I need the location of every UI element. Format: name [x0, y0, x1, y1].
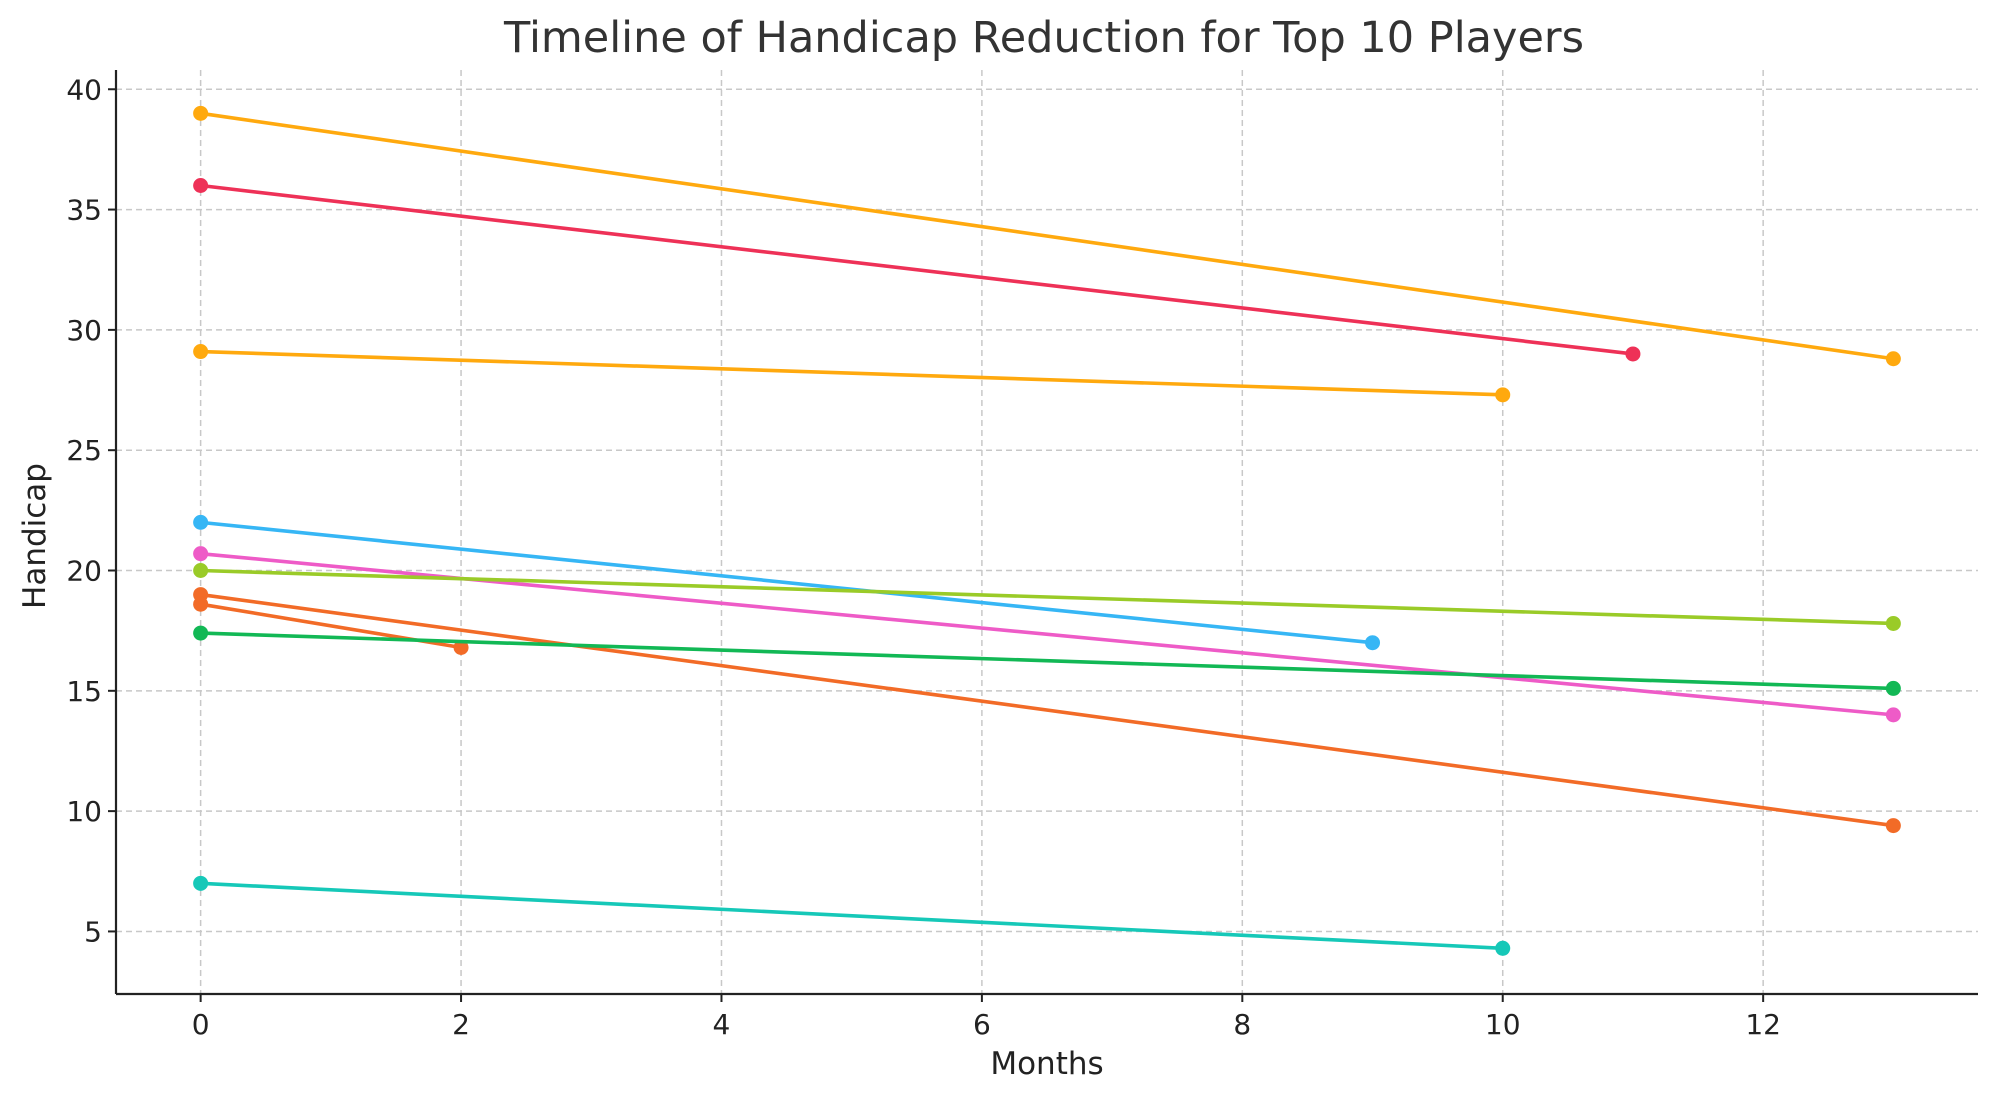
y-tick-label: 30 — [66, 314, 102, 347]
data-point — [1885, 615, 1901, 631]
data-point — [1885, 707, 1901, 723]
y-tick-label: 10 — [66, 795, 102, 828]
y-tick-label: 20 — [66, 555, 102, 588]
series-1 — [193, 105, 1901, 367]
x-axis-label: Months — [990, 1046, 1103, 1082]
y-axis-label: Handicap — [17, 463, 53, 609]
data-point — [193, 546, 209, 562]
series-9 — [193, 625, 1901, 696]
data-point — [1885, 680, 1901, 696]
data-point — [1495, 387, 1511, 403]
x-tick-label: 4 — [713, 1008, 731, 1041]
data-point — [193, 344, 209, 360]
y-tick-label: 35 — [66, 194, 102, 227]
data-point — [193, 105, 209, 121]
data-point — [193, 875, 209, 891]
x-tick-label: 8 — [1233, 1008, 1251, 1041]
series-line — [198, 111, 1896, 361]
series-10 — [193, 875, 1511, 956]
grid-layer — [116, 70, 1978, 994]
chart-title: Timeline of Handicap Reduction for Top 1… — [503, 13, 1584, 63]
data-point — [453, 640, 469, 655]
x-tick-label: 6 — [973, 1008, 991, 1041]
series-5 — [193, 546, 1901, 723]
x-tick-label: 0 — [192, 1008, 210, 1041]
data-point — [193, 178, 209, 193]
y-tick-label: 25 — [66, 434, 102, 467]
tick-label-layer: 0 2 4 6 8 10 12 5 10 15 20 25 30 35 40 — [66, 73, 1781, 1041]
series-line — [198, 631, 1896, 691]
series-2 — [193, 178, 1641, 362]
data-point — [1885, 351, 1901, 367]
axis-layer — [108, 70, 1978, 1002]
data-point — [1365, 635, 1381, 651]
x-tick-label: 10 — [1485, 1008, 1521, 1041]
data-point — [1625, 346, 1641, 362]
series-line — [198, 520, 1375, 645]
series-line — [198, 568, 1896, 626]
x-tick-label: 12 — [1745, 1008, 1781, 1041]
series-line — [198, 592, 1896, 828]
series-3 — [193, 344, 1511, 403]
data-point — [193, 563, 209, 578]
series-6 — [193, 563, 1901, 631]
y-tick-label: 5 — [84, 915, 102, 948]
data-point — [193, 514, 209, 530]
data-point — [1885, 818, 1901, 834]
series-line — [198, 183, 1635, 356]
y-tick-label: 15 — [66, 675, 102, 708]
x-tick-label: 2 — [452, 1008, 470, 1041]
data-point — [1495, 940, 1511, 956]
series-layer — [193, 105, 1901, 956]
series-line — [198, 349, 1505, 397]
series-7 — [193, 587, 1901, 834]
y-tick-label: 40 — [66, 73, 102, 106]
series-line — [198, 881, 1505, 951]
data-point — [193, 625, 209, 641]
data-point — [193, 596, 209, 612]
series-4 — [193, 514, 1381, 651]
